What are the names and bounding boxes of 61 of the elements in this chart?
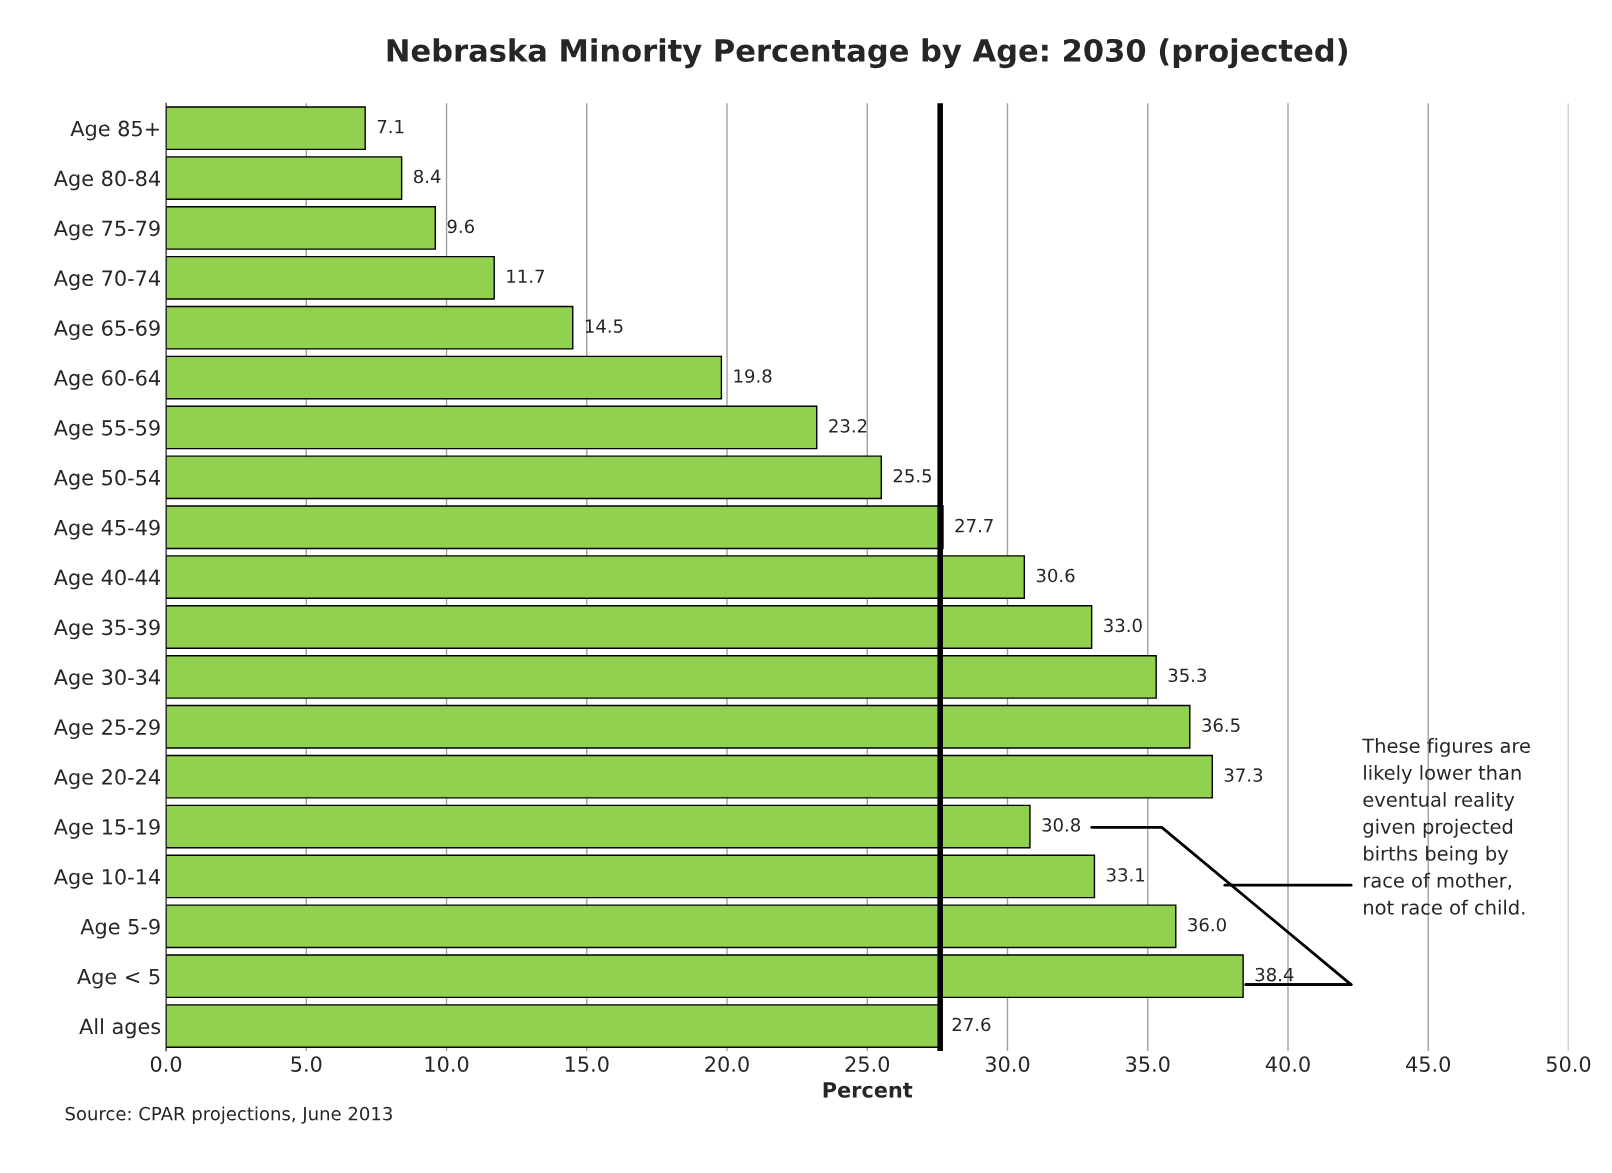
data-label: 23.2 xyxy=(829,419,867,433)
y-tick-label: Age 60-64 xyxy=(53,370,160,390)
x-tick-label: 50.0 xyxy=(1546,1056,1591,1072)
bar xyxy=(166,156,403,200)
bar xyxy=(166,305,574,350)
y-tick-label: Age 55-59 xyxy=(53,419,160,440)
bar xyxy=(166,106,366,151)
y-tick-label: Age 70-74 xyxy=(53,270,160,291)
y-tick-label: Age 15-19 xyxy=(53,818,160,839)
bar xyxy=(166,355,723,400)
data-label: 27.6 xyxy=(952,1017,991,1032)
x-tick-label: 40.0 xyxy=(1265,1056,1310,1072)
data-label: 25.5 xyxy=(893,468,932,483)
data-label: 33.1 xyxy=(1106,868,1145,882)
data-label: 35.3 xyxy=(1168,668,1207,683)
chart-title: Nebraska Minority Percentage by Age: 2030 (projected) xyxy=(387,38,1348,69)
y-tick-label: Age 30-34 xyxy=(53,669,160,690)
y-tick-label: Age 20-24 xyxy=(53,769,160,789)
y-tick-label: Age 45-49 xyxy=(53,519,160,540)
x-axis-title: Percent xyxy=(823,1082,913,1098)
data-label: 27.7 xyxy=(955,518,993,533)
data-label: 8.4 xyxy=(413,169,441,184)
annotation: These figures are likely lower than eventual reality given projected births being by race of mother, not race of child. xyxy=(1362,738,1530,915)
y-tick-label: Age 25-29 xyxy=(53,719,160,740)
data-label: 14.5 xyxy=(585,319,623,333)
y-tick-label: Age < 5 xyxy=(77,968,160,989)
bar xyxy=(166,206,436,250)
data-label: 11.7 xyxy=(507,269,544,283)
x-tick-label: 45.0 xyxy=(1406,1056,1451,1072)
data-label: 37.3 xyxy=(1224,768,1263,782)
y-tick-label: Age 80-84 xyxy=(53,170,160,191)
source-note: Source: CPAR projections, June 2013 xyxy=(65,1106,392,1124)
data-label: 36.5 xyxy=(1202,718,1240,732)
x-tick-label: 5.0 xyxy=(291,1056,322,1072)
x-tick-label: 10.0 xyxy=(425,1056,469,1072)
x-tick-label: 35.0 xyxy=(1126,1056,1170,1072)
x-tick-label: 0.0 xyxy=(150,1056,182,1072)
x-tick-label: 25.0 xyxy=(845,1056,890,1072)
y-tick-label: Age 85+ xyxy=(70,120,159,141)
data-label: 33.0 xyxy=(1104,618,1142,633)
data-label: 30.8 xyxy=(1042,818,1081,832)
data-label: 7.1 xyxy=(377,119,404,134)
y-tick-label: Age 65-69 xyxy=(53,320,160,340)
data-label: 30.6 xyxy=(1036,568,1075,583)
x-tick-label: 15.0 xyxy=(565,1056,609,1072)
data-label: 9.6 xyxy=(447,219,474,234)
y-tick-label: Age 40-44 xyxy=(53,569,160,590)
y-tick-label: Age 35-39 xyxy=(53,619,160,640)
bar xyxy=(166,255,495,300)
data-label: 19.8 xyxy=(734,369,772,383)
x-tick-label: 20.0 xyxy=(705,1056,749,1072)
data-label: 38.4 xyxy=(1255,967,1294,982)
data-label: 36.0 xyxy=(1188,917,1226,932)
y-tick-label: Age 75-79 xyxy=(53,220,160,241)
x-tick-label: 30.0 xyxy=(985,1056,1030,1072)
y-tick-label: Age 5-9 xyxy=(80,918,160,939)
y-tick-label: Age 10-14 xyxy=(53,868,160,889)
y-tick-label: All ages xyxy=(79,1018,161,1039)
bar xyxy=(166,455,882,500)
y-tick-label: Age 50-54 xyxy=(53,469,160,490)
bar xyxy=(166,405,818,450)
